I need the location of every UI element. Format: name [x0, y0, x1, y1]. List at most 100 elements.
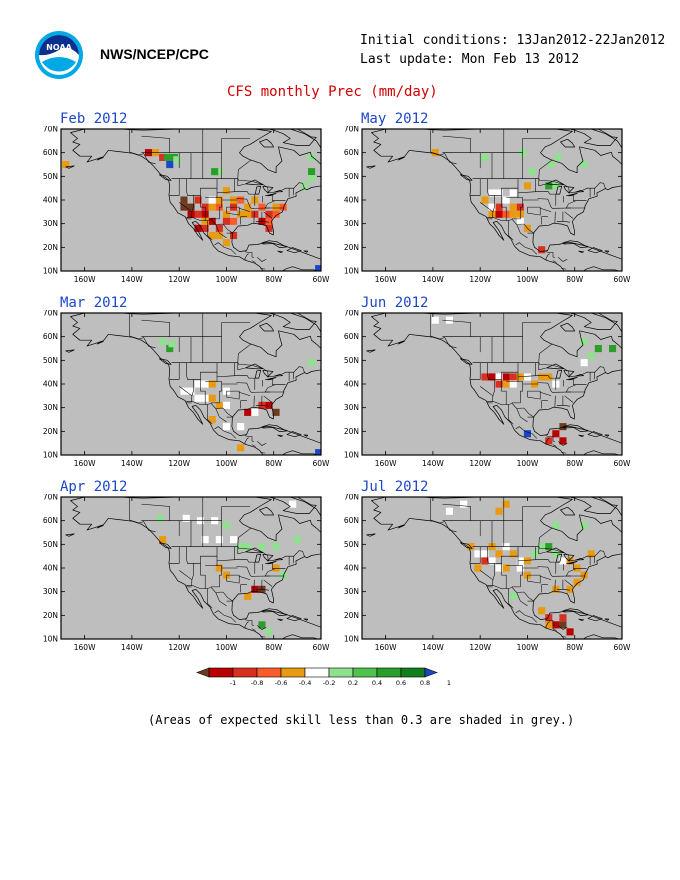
island-coast [366, 349, 376, 353]
political-border [558, 257, 568, 262]
greenland-coast [590, 313, 622, 333]
island-coast [560, 506, 576, 516]
greenland-coast [289, 129, 321, 149]
island-coast [259, 322, 275, 332]
political-border [535, 191, 557, 195]
forecast-cell [502, 380, 510, 388]
forecast-cell [244, 203, 252, 211]
political-border [538, 362, 546, 371]
forecast-cell [279, 571, 287, 579]
political-border [141, 319, 170, 337]
forecast-cell [62, 161, 70, 169]
forecast-cell [208, 232, 216, 240]
greenland-mask [591, 129, 622, 148]
island-coast [459, 542, 473, 549]
political-border [492, 563, 495, 586]
great-lake [566, 193, 578, 197]
forecast-cell [573, 578, 581, 586]
forecast-cell [474, 564, 482, 572]
island-coast [604, 434, 610, 437]
forecast-cell [156, 514, 164, 522]
forecast-cell [481, 373, 489, 381]
political-border [236, 198, 252, 209]
political-border [216, 178, 235, 194]
initial-conditions: Initial conditions: 13Jan2012-22Jan2012 [360, 33, 666, 48]
coastline [70, 129, 321, 271]
political-border [430, 519, 457, 533]
forecast-cell [545, 437, 553, 445]
forecast-cell [230, 536, 238, 544]
political-border [472, 362, 606, 378]
political-border [179, 570, 193, 581]
legend-swatch [232, 667, 258, 678]
political-border [593, 556, 596, 564]
panel-title-may: May 2012 [361, 111, 429, 127]
political-border [535, 375, 557, 379]
forecast-cell [566, 628, 574, 636]
forecast-cell [159, 536, 167, 544]
political-border [264, 200, 285, 209]
island-coast [158, 358, 172, 365]
political-border [221, 138, 251, 153]
political-border [234, 559, 256, 563]
lat-tick-label: 50N [43, 540, 58, 549]
forecast-cell [552, 585, 560, 593]
political-border [516, 224, 528, 239]
lat-tick-label: 50N [344, 540, 359, 549]
lat-tick-label: 30N [43, 587, 58, 596]
lat-tick-label: 20N [344, 611, 359, 620]
political-border [237, 527, 252, 547]
forecast-cell [237, 210, 245, 218]
political-border [272, 563, 286, 569]
lat-tick-label: 10N [43, 451, 58, 460]
forecast-cell [215, 401, 223, 409]
political-border [292, 372, 295, 380]
political-border [545, 251, 555, 258]
island-coast [397, 525, 405, 529]
political-border [568, 195, 574, 197]
lon-tick-label: 160W [74, 643, 96, 652]
lat-tick-label: 30N [43, 219, 58, 228]
political-border [261, 589, 270, 591]
forecast-cell [516, 564, 524, 572]
political-border [129, 151, 156, 165]
forecast-cell [222, 239, 230, 247]
forecast-cell [230, 232, 238, 240]
lat-tick-label: 40N [43, 564, 58, 573]
legend-label: -1 [230, 679, 236, 687]
island-coast [303, 250, 309, 253]
forecast-cell [495, 564, 503, 572]
island-coast [560, 322, 576, 332]
political-border [214, 610, 225, 616]
political-border [525, 431, 538, 439]
political-border [506, 197, 523, 220]
island-coast [397, 157, 405, 161]
forecast-cell [215, 168, 223, 176]
forecast-cell [315, 449, 321, 455]
political-border [558, 441, 568, 446]
forecast-cell [538, 607, 546, 615]
great-lake [555, 553, 563, 563]
island-coast [578, 434, 585, 437]
great-lake [254, 185, 262, 195]
island-coast [286, 247, 302, 254]
island-coast [587, 431, 603, 438]
greenland-mask [290, 497, 321, 516]
agency-name: NWS/NCEP/CPC [100, 46, 209, 62]
forecast-cell [258, 621, 266, 629]
island-coast [578, 618, 585, 621]
political-border [215, 592, 227, 607]
forecast-cell [182, 514, 190, 522]
island-coast [277, 434, 284, 437]
forecast-cell [272, 408, 280, 416]
great-lake [254, 553, 262, 563]
lat-tick-label: 60N [344, 332, 359, 341]
political-border [260, 636, 266, 638]
political-border [442, 319, 471, 337]
island-coast [623, 357, 633, 368]
political-border [216, 546, 235, 562]
lon-tick-label: 140W [422, 459, 444, 468]
lat-tick-label: 50N [344, 356, 359, 365]
lon-tick-label: 140W [121, 643, 143, 652]
lat-tick-label: 40N [344, 196, 359, 205]
